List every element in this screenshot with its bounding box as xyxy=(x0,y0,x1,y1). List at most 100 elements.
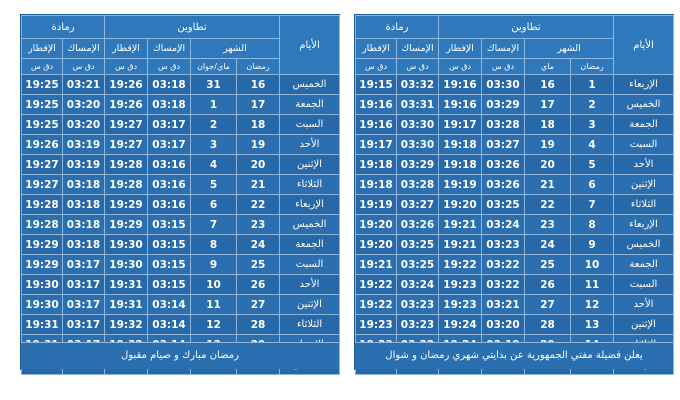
day-cell: السبت xyxy=(279,114,341,135)
ramada-iftar-cell: 19:26 xyxy=(21,134,63,155)
ramada-imsak-cell: 03:28 xyxy=(396,174,439,195)
tetouan-iftar-header: الإفطار xyxy=(437,38,483,59)
day-cell: الإربعاء xyxy=(279,194,341,215)
unit-label: دق س xyxy=(62,58,105,75)
ramada-iftar-cell: 19:30 xyxy=(21,294,63,315)
day-cell: السبت xyxy=(613,274,675,295)
tetouan-imsak-cell: 03:26 xyxy=(481,174,526,195)
tetouan-iftar-cell: 19:24 xyxy=(437,314,483,335)
ramadan-day-cell: 13 xyxy=(570,314,615,335)
table-row: الإربعاء 1 16 03:30 19:16 03:32 19:15 xyxy=(355,74,675,95)
day-cell: الأحد xyxy=(279,274,341,295)
greg-day-cell: 5 xyxy=(190,174,238,195)
ramada-iftar-cell: 19:23 xyxy=(355,314,397,335)
ramada-iftar-cell: 19:29 xyxy=(21,234,63,255)
unit-label: دق س xyxy=(481,58,526,75)
tetouan-iftar-cell: 19:26 xyxy=(103,94,149,115)
ramada-imsak-cell: 03:19 xyxy=(62,154,105,175)
ramada-imsak-cell: 03:32 xyxy=(396,74,439,95)
timetable-right: الأيام تطاوين رمادة الشهر الإمساك الإفطار الإم… xyxy=(355,15,675,375)
ramada-iftar-cell: 19:17 xyxy=(355,134,397,155)
ramadan-day-cell: 9 xyxy=(570,234,615,255)
ramadan-day-cell: 5 xyxy=(570,154,615,175)
ramada-iftar-cell: 19:16 xyxy=(355,94,397,115)
ramada-imsak-cell: 03:17 xyxy=(62,254,105,275)
table-row: السبت 11 26 03:22 19:23 03:24 19:22 xyxy=(355,274,675,295)
greg-day-cell: 11 xyxy=(190,294,238,315)
tetouan-iftar-cell: 19:26 xyxy=(103,74,149,95)
tetouan-iftar-cell: 19:23 xyxy=(437,274,483,295)
ramadan-day-cell: 7 xyxy=(570,194,615,215)
day-cell: الجمعة xyxy=(613,254,675,275)
tetouan-iftar-cell: 19:29 xyxy=(103,194,149,215)
greg-day-cell: 2 xyxy=(190,114,238,135)
day-cell: الإثنين xyxy=(279,294,341,315)
table-row: الإثنين 20 4 03:16 19:28 03:19 19:27 xyxy=(21,154,341,175)
greg-day-cell: 16 xyxy=(524,74,572,95)
table-row: الجمعة 24 8 03:15 19:30 03:18 19:29 xyxy=(21,234,341,255)
tetouan-imsak-cell: 03:18 xyxy=(147,74,192,95)
greg-day-cell: 25 xyxy=(524,254,572,275)
tetouan-imsak-cell: 03:15 xyxy=(147,254,192,275)
ramada-imsak-cell: 03:23 xyxy=(396,294,439,315)
tetouan-iftar-cell: 19:16 xyxy=(437,94,483,115)
tetouan-imsak-cell: 03:29 xyxy=(481,94,526,115)
day-cell: الإثنين xyxy=(279,154,341,175)
ramadan-day-cell: 11 xyxy=(570,274,615,295)
header-row-3: رمضان ماي/جوان دق س دق س دق س دق س xyxy=(21,58,340,75)
ramada-imsak-cell: 03:17 xyxy=(62,314,105,335)
tetouan-iftar-cell: 19:20 xyxy=(437,194,483,215)
timetable-panel-left: الأيام تطاوين رمادة الشهر الإمساك الإفطار الإم… xyxy=(20,14,341,375)
greg-day-cell: 23 xyxy=(524,214,572,235)
tetouan-header: تطاوين xyxy=(437,15,615,39)
tetouan-iftar-cell: 19:30 xyxy=(103,234,149,255)
ramadan-day-cell: 20 xyxy=(236,154,281,175)
ramada-iftar-cell: 19:15 xyxy=(355,74,397,95)
table-row: الخميس 2 17 03:29 19:16 03:31 19:16 xyxy=(355,94,675,115)
ramada-iftar-cell: 19:20 xyxy=(355,214,397,235)
tetouan-iftar-cell: 19:32 xyxy=(103,314,149,335)
ramadan-day-cell: 21 xyxy=(236,174,281,195)
ramada-imsak-cell: 03:17 xyxy=(62,274,105,295)
ramada-imsak-cell: 03:29 xyxy=(396,154,439,175)
ramada-iftar-cell: 19:28 xyxy=(21,214,63,235)
ramadan-day-cell: 28 xyxy=(236,314,281,335)
ramada-imsak-cell: 03:31 xyxy=(396,94,439,115)
ramada-iftar-cell: 19:22 xyxy=(355,274,397,295)
ramadan-day-cell: 16 xyxy=(236,74,281,95)
tetouan-imsak-cell: 03:24 xyxy=(481,214,526,235)
tetouan-imsak-cell: 03:14 xyxy=(147,314,192,335)
unit-label: دق س xyxy=(437,58,483,75)
tetouan-imsak-header: الإمساك xyxy=(147,38,192,59)
tetouan-iftar-cell: 19:23 xyxy=(437,294,483,315)
table-row: الأحد 5 20 03:26 19:18 03:29 19:18 xyxy=(355,154,675,175)
day-cell: السبت xyxy=(613,134,675,155)
ramada-iftar-cell: 19:16 xyxy=(355,114,397,135)
tetouan-imsak-cell: 03:16 xyxy=(147,154,192,175)
greg-day-cell: 1 xyxy=(190,94,238,115)
ramadan-day-cell: 25 xyxy=(236,254,281,275)
header-row-3: رمضان ماي دق س دق س دق س دق س xyxy=(355,58,674,75)
tetouan-iftar-cell: 19:27 xyxy=(103,114,149,135)
tetouan-iftar-cell: 19:21 xyxy=(437,234,483,255)
tetouan-iftar-cell: 19:27 xyxy=(103,134,149,155)
day-cell: الثلاثاء xyxy=(613,194,675,215)
ramada-iftar-cell: 19:25 xyxy=(21,114,63,135)
table-row: الخميس 16 31 03:18 19:26 03:21 19:25 xyxy=(21,74,341,95)
ramadan-day-cell: 27 xyxy=(236,294,281,315)
tetouan-imsak-cell: 03:14 xyxy=(147,294,192,315)
day-cell: الثلاثاء xyxy=(279,314,341,335)
ramada-iftar-cell: 19:20 xyxy=(355,234,397,255)
timetable-panel-right: الأيام تطاوين رمادة الشهر الإمساك الإفطار الإم… xyxy=(354,14,675,375)
ramadan-subheader: رمضان xyxy=(570,58,615,75)
ramada-imsak-cell: 03:24 xyxy=(396,274,439,295)
greg-day-cell: 27 xyxy=(524,294,572,315)
ramada-header: رمادة xyxy=(21,15,105,39)
greg-day-cell: 18 xyxy=(524,114,572,135)
ramada-imsak-header: الإمساك xyxy=(396,38,439,59)
ramada-iftar-cell: 19:21 xyxy=(355,254,397,275)
table-row: الخميس 23 7 03:15 19:29 03:18 19:28 xyxy=(21,214,341,235)
day-cell: الإربعاء xyxy=(613,214,675,235)
ramada-header: رمادة xyxy=(355,15,439,39)
ramada-imsak-cell: 03:21 xyxy=(62,74,105,95)
